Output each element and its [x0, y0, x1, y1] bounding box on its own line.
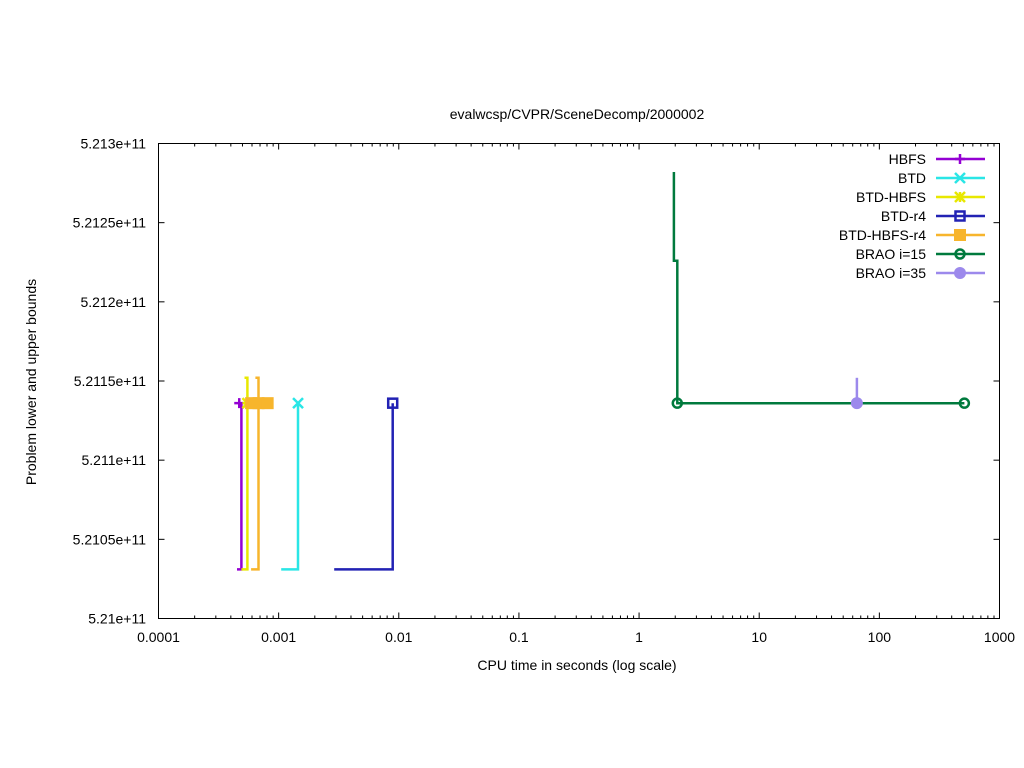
data-point-marker	[954, 172, 966, 184]
series-path	[241, 376, 249, 571]
x-tick-label: 0.001	[261, 629, 296, 645]
data-point-marker	[955, 154, 965, 164]
data-point-marker	[386, 397, 399, 409]
legend-item: HBFS	[889, 151, 985, 167]
x-tick-label: 0.1	[509, 629, 529, 645]
legend-label: BRAO i=35	[856, 265, 927, 281]
legend-item: BTD-r4	[881, 208, 985, 224]
data-point-marker	[261, 397, 274, 410]
series-line	[245, 376, 274, 571]
y-tick-label: 5.211e+11	[82, 452, 147, 468]
x-axis-label: CPU time in seconds (log scale)	[477, 657, 676, 673]
series-line	[671, 172, 971, 409]
data-point-marker	[292, 397, 304, 410]
legend-label: HBFS	[889, 151, 926, 167]
data-point-marker	[954, 248, 966, 260]
legend-item: BTD	[898, 170, 985, 186]
legend-label: BTD-HBFS	[856, 189, 926, 205]
legend-label: BTD-HBFS-r4	[839, 227, 926, 243]
legend: HBFS BTD BTD-HBFS BTD-r4 BTD-HBFS-r4 BRAO i=1…	[839, 151, 985, 281]
series-path	[237, 401, 243, 571]
legend-item: BRAO i=15	[856, 246, 985, 262]
y-tick-label: 5.2115e+11	[74, 373, 146, 389]
x-tick-label: 0.0001	[137, 629, 180, 645]
y-axis-label: Problem lower and upper bounds	[23, 279, 39, 485]
plot-border	[158, 143, 1000, 619]
series-layer	[234, 172, 971, 571]
data-point-marker	[850, 397, 863, 410]
legend-label: BTD-r4	[881, 208, 926, 224]
data-point-marker	[954, 229, 966, 241]
series-line	[281, 397, 304, 571]
legend-label: BTD	[898, 170, 926, 186]
legend-item: BTD-HBFS	[856, 189, 985, 205]
data-point-marker	[954, 267, 966, 279]
x-tick-label: 100	[868, 629, 892, 645]
data-point-marker	[954, 191, 966, 203]
y-tick-label: 5.21e+11	[88, 611, 146, 627]
x-tick-label: 1000	[984, 629, 1015, 645]
series-path	[334, 403, 394, 571]
data-point-marker	[958, 397, 971, 409]
x-axis: 0.0001 0.001 0.01 0.1 1 10 100 1000	[137, 143, 1015, 645]
data-point-marker	[671, 397, 684, 409]
chart-title: evalwcsp/CVPR/SceneDecomp/2000002	[450, 106, 705, 122]
x-tick-label: 10	[751, 629, 767, 645]
series-path	[251, 376, 260, 571]
y-tick-label: 5.2125e+11	[73, 215, 147, 231]
data-point-marker	[954, 210, 966, 222]
y-tick-label: 5.2105e+11	[73, 531, 147, 547]
x-tick-label: 1	[635, 629, 643, 645]
y-tick-label: 5.213e+11	[80, 136, 146, 152]
data-point-marker	[252, 397, 265, 410]
series-line	[850, 377, 863, 410]
legend-item: BTD-HBFS-r4	[839, 227, 985, 243]
legend-label: BRAO i=15	[856, 246, 927, 262]
x-tick-label: 0.01	[385, 629, 412, 645]
series-line	[234, 398, 245, 571]
series-path	[672, 172, 965, 405]
legend-item: BRAO i=35	[856, 265, 985, 281]
series-line	[334, 397, 399, 571]
series-path	[281, 403, 300, 571]
y-axis: 5.21e+11 5.2105e+11 5.211e+11 5.2115e+11 5.2…	[73, 136, 1000, 627]
y-tick-label: 5.212e+11	[80, 294, 146, 310]
